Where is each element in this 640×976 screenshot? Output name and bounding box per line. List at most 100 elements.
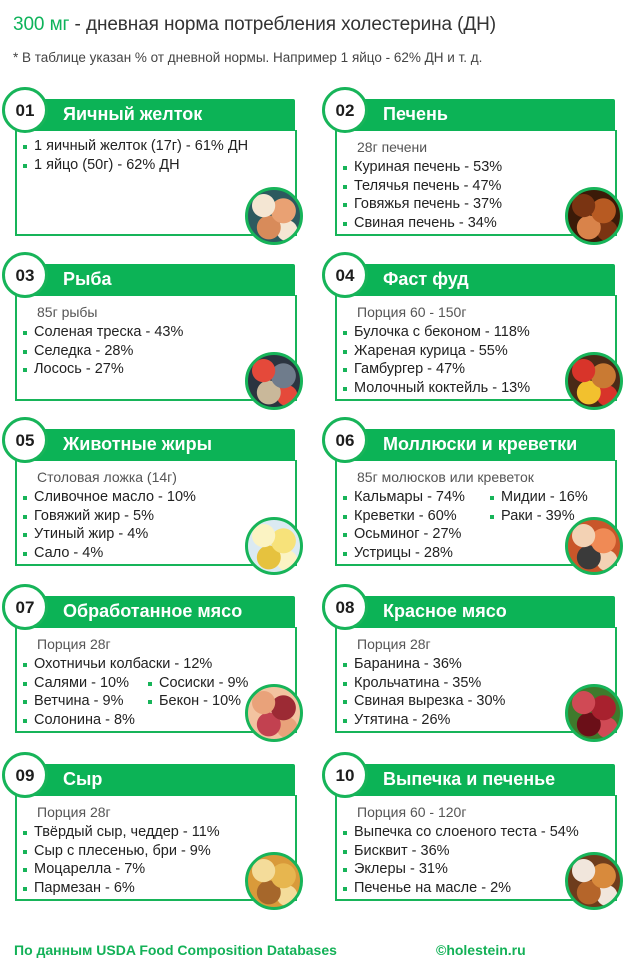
card-item-list: Охотничьи колбаски - 12% Салями - 10% Ветч… <box>23 655 212 729</box>
card-title: Животные жиры <box>63 434 212 454</box>
food-card-03: Рыба 03 85г рыбы Соленая треска - 43% Селедк… <box>0 252 303 412</box>
card-title: Яичный желток <box>63 104 203 124</box>
card-number-badge: 01 <box>2 87 48 133</box>
card-header: Фаст фуд <box>350 264 615 296</box>
card-number: 06 <box>335 431 355 450</box>
title-accent: 300 мг <box>13 14 70 35</box>
list-item: 1 яйцо (50г) - 62% ДН <box>23 156 248 175</box>
list-item: Баранина - 36% <box>343 655 505 674</box>
list-item: Пармезан - 6% <box>23 879 220 898</box>
list-item: Говяжья печень - 37% <box>343 195 502 214</box>
list-item: Жареная курица - 55% <box>343 342 530 361</box>
page-note: * В таблице указан % от дневной нормы. Н… <box>13 50 483 65</box>
list-item: Ветчина - 9% <box>23 692 212 711</box>
title-rest: - дневная норма потребления холестерина … <box>69 14 497 35</box>
card-header: Сыр <box>30 764 295 796</box>
card-subtitle: Порция 28г <box>357 636 431 652</box>
card-title: Выпечка и печенье <box>383 769 556 789</box>
card-item-list: Куриная печень - 53% Телячья печень - 47%… <box>343 158 502 232</box>
list-item: Салями - 10% <box>23 674 212 693</box>
card-number-badge: 10 <box>322 752 368 798</box>
food-card-06: Моллюски и креветки 06 85г молюсков или кр… <box>320 417 623 577</box>
list-item: Сосиски - 9% <box>148 674 248 693</box>
card-item-list: Баранина - 36% Крольчатина - 35% Свиная вы… <box>343 655 505 729</box>
food-card-01: Яичный желток 01 1 яичный желток (17г) - 6… <box>0 87 303 247</box>
source-credit: По данным USDA Food Composition Database… <box>14 942 337 958</box>
list-item: Молочный коктейль - 13% <box>343 379 530 398</box>
food-card-02: Печень 02 28г печени Куриная печень - 53% Те… <box>320 87 623 247</box>
list-item: Выпечка со слоеного теста - 54% <box>343 823 579 842</box>
list-item: Гамбургер - 47% <box>343 360 530 379</box>
card-header: Рыба <box>30 264 295 296</box>
list-item: Утиный жир - 4% <box>23 525 196 544</box>
card-number-badge: 06 <box>322 417 368 463</box>
card-item-list: 1 яичный желток (17г) - 61% ДН 1 яйцо (50… <box>23 137 248 174</box>
list-item: Бекон - 10% <box>148 692 248 711</box>
card-item-list: Кальмары - 74% Креветки - 60% Осьминог - 2… <box>343 488 465 562</box>
card-header: Печень <box>350 99 615 131</box>
card-header: Обработанное мясо <box>30 596 295 628</box>
card-subtitle: Порция 60 - 120г <box>357 804 467 820</box>
list-item: Осьминог - 27% <box>343 525 465 544</box>
card-number-badge: 02 <box>322 87 368 133</box>
food-card-10: Выпечка и печенье 10 Порция 60 - 120г Выпеч… <box>320 752 623 912</box>
list-item: Крольчатина - 35% <box>343 674 505 693</box>
card-header: Животные жиры <box>30 429 295 461</box>
list-item: Сало - 4% <box>23 544 196 563</box>
list-item: Лосось - 27% <box>23 360 183 379</box>
card-number-badge: 08 <box>322 584 368 630</box>
card-number: 04 <box>335 266 355 285</box>
list-item: Кальмары - 74% <box>343 488 465 507</box>
card-subtitle: Порция 60 - 150г <box>357 304 467 320</box>
card-header: Моллюски и креветки <box>350 429 615 461</box>
card-title: Рыба <box>63 269 112 289</box>
card-item-list: Выпечка со слоеного теста - 54% Бисквит -… <box>343 823 579 897</box>
list-item: 1 яичный желток (17г) - 61% ДН <box>23 137 248 156</box>
cheese-photo <box>245 852 303 910</box>
eggs-photo <box>245 187 303 245</box>
list-item: Свиная печень - 34% <box>343 214 502 233</box>
list-item: Эклеры - 31% <box>343 860 579 879</box>
card-title: Печень <box>383 104 448 124</box>
list-item: Моцарелла - 7% <box>23 860 220 879</box>
card-item-list: Сливочное масло - 10% Говяжий жир - 5% Ути… <box>23 488 196 562</box>
food-card-07: Обработанное мясо 07 Порция 28г Охотничьи к… <box>0 584 303 744</box>
list-item: Сливочное масло - 10% <box>23 488 196 507</box>
meat-photo <box>565 684 623 742</box>
burger-photo <box>565 352 623 410</box>
card-number: 03 <box>15 266 35 285</box>
card-title: Фаст фуд <box>383 269 469 289</box>
seafood-photo <box>565 517 623 575</box>
card-number: 02 <box>335 101 355 120</box>
card-number: 05 <box>15 431 35 450</box>
card-item-list: Булочка с беконом - 118% Жареная курица -… <box>343 323 530 397</box>
card-item-list-col2: Сосиски - 9% Бекон - 10% <box>148 674 248 711</box>
card-number-badge: 04 <box>322 252 368 298</box>
card-subtitle: 28г печени <box>357 139 428 155</box>
card-number: 08 <box>335 598 355 617</box>
card-item-list-col2: Мидии - 16% Раки - 39% <box>490 488 588 525</box>
card-number-badge: 07 <box>2 584 48 630</box>
card-subtitle: Столовая ложка (14г) <box>37 469 177 485</box>
food-card-05: Животные жиры 05 Столовая ложка (14г) Сливо… <box>0 417 303 577</box>
card-title: Красное мясо <box>383 601 507 621</box>
copyright-link[interactable]: ©holestein.ru <box>436 942 526 958</box>
list-item: Бисквит - 36% <box>343 842 579 861</box>
list-item: Куриная печень - 53% <box>343 158 502 177</box>
list-item: Твёрдый сыр, чеддер - 11% <box>23 823 220 842</box>
list-item: Утятина - 26% <box>343 711 505 730</box>
list-item: Соленая треска - 43% <box>23 323 183 342</box>
pastry-photo <box>565 852 623 910</box>
card-title: Сыр <box>63 769 103 789</box>
card-title: Моллюски и креветки <box>383 434 578 454</box>
card-subtitle: 85г рыбы <box>37 304 98 320</box>
list-item: Сыр с плесенью, бри - 9% <box>23 842 220 861</box>
list-item: Говяжий жир - 5% <box>23 507 196 526</box>
card-number: 09 <box>15 766 35 785</box>
list-item: Креветки - 60% <box>343 507 465 526</box>
list-item: Охотничьи колбаски - 12% <box>23 655 212 674</box>
liver-photo <box>565 187 623 245</box>
fish-photo <box>245 352 303 410</box>
card-number: 01 <box>15 101 35 120</box>
food-card-09: Сыр 09 Порция 28г Твёрдый сыр, чеддер - 11%… <box>0 752 303 912</box>
